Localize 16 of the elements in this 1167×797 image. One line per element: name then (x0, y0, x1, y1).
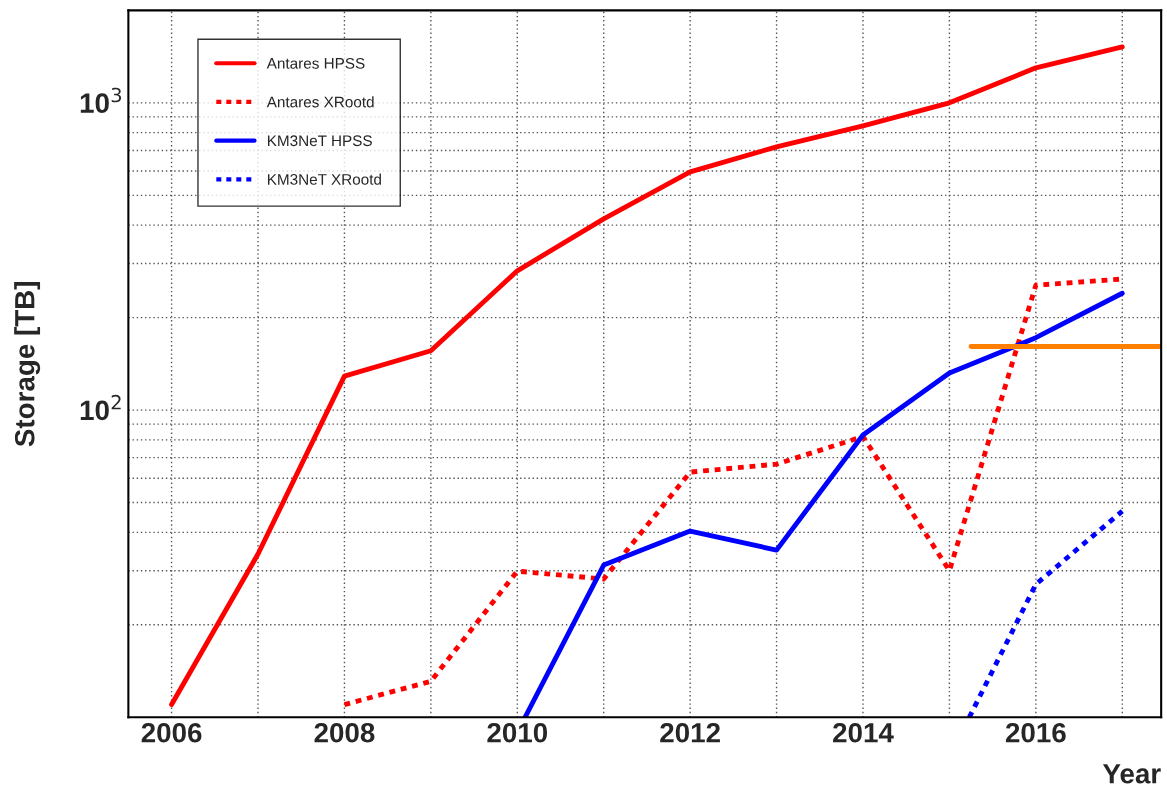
legend-label: Antares XRootd (266, 96, 374, 108)
x-tick-label: 2014 (833, 722, 894, 743)
legend-label: KM3NeT HPSS (267, 135, 372, 147)
x-tick-label: 2008 (314, 722, 375, 743)
y-tick-label: 10$^{2}$ (80, 394, 121, 421)
x-tick-label: 2012 (660, 722, 720, 743)
line-series (522, 290, 1125, 718)
x-tick-label: 2006 (141, 722, 202, 743)
x-tick-label: 2016 (1005, 722, 1066, 743)
x-axis-title: Year (1102, 764, 1161, 784)
legend-label: Antares HPSS (266, 57, 365, 69)
y-tick-label: 10$^{3}$ (80, 87, 122, 113)
legend-label: KM3NeT XRootd (267, 173, 381, 185)
x-tick-label: 2010 (487, 722, 548, 743)
line-series (169, 44, 1125, 708)
y-axis-title: Storage [TB] (14, 282, 41, 447)
